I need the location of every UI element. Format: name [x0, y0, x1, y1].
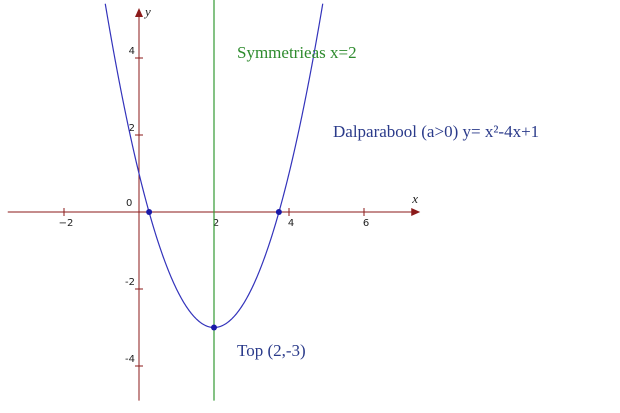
y-axis-label: y: [143, 4, 151, 19]
x-axis-arrow: [411, 208, 421, 216]
axes: x y 0: [7, 4, 421, 401]
x-tick-label: 6: [363, 218, 369, 229]
annotation-symmetry-axis: Symmetrieas x=2: [237, 43, 357, 62]
y-tick-label: 4: [129, 46, 135, 57]
root-point-right: [275, 209, 282, 215]
origin-label: 0: [126, 198, 132, 209]
y-axis-arrow: [135, 7, 143, 17]
x-tick-label: 2: [213, 218, 219, 229]
vertex-point: [211, 324, 217, 331]
x-axis-label: x: [411, 191, 418, 206]
points: [146, 209, 282, 331]
annotation-parabola-equation: Dalparabool (a>0) y= x²-4x+1: [333, 122, 539, 141]
y-tick-label: -4: [125, 354, 135, 365]
ticks: −2 2 4 6 -4 -2 2 4: [59, 46, 369, 367]
annotations: Symmetrieas x=2 Dalparabool (a>0) y= x²-…: [237, 43, 539, 360]
x-tick-label: 4: [288, 218, 294, 229]
y-tick-label: -2: [125, 277, 135, 288]
root-point-left: [146, 209, 153, 215]
x-tick-label: −2: [59, 218, 74, 229]
y-tick-label: 2: [129, 123, 135, 134]
annotation-vertex: Top (2,-3): [237, 341, 306, 360]
